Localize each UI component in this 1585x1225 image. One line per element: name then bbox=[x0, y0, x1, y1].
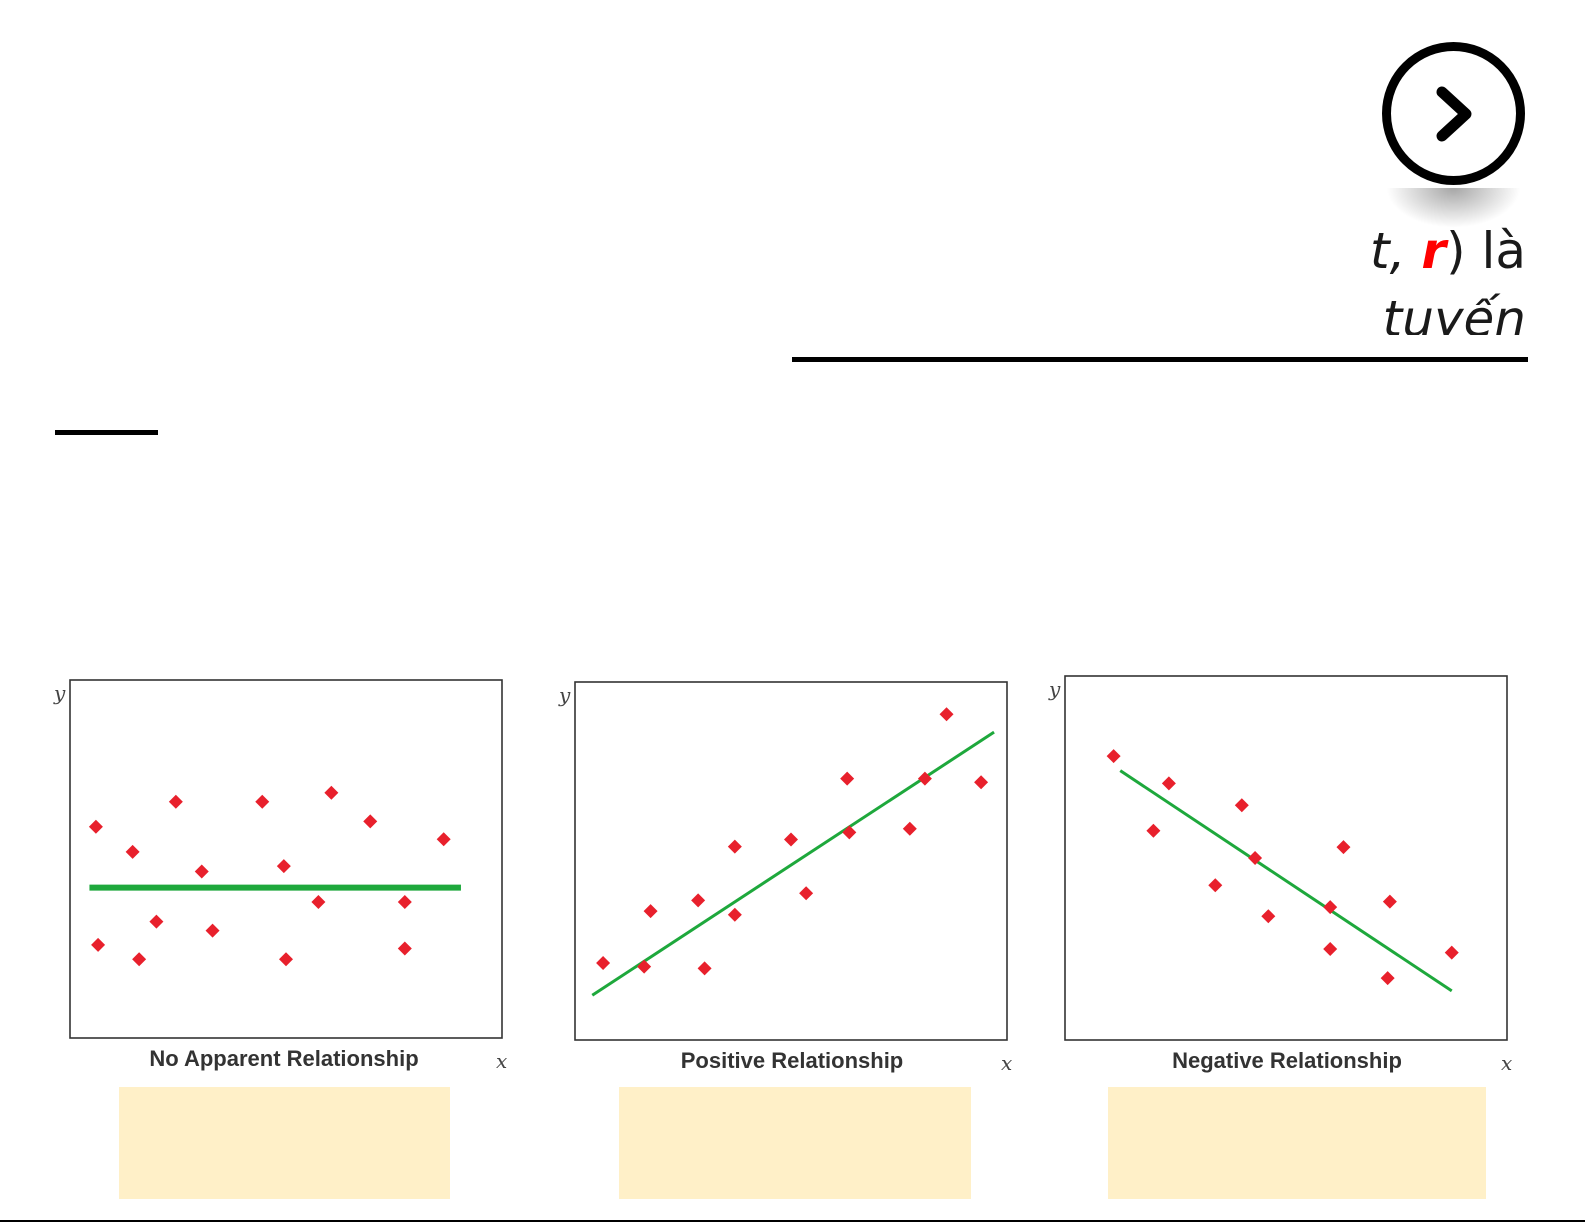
data-point bbox=[436, 832, 451, 847]
data-point bbox=[784, 832, 798, 847]
data-point bbox=[397, 894, 412, 909]
scatter-chart-no-relationship: y x No Apparent Relationship bbox=[40, 670, 520, 1090]
body-text-line-1: ıt, r) là bbox=[1370, 222, 1526, 280]
data-point bbox=[1323, 900, 1338, 915]
data-point bbox=[842, 825, 857, 840]
plot-frame bbox=[69, 679, 503, 1039]
data-point bbox=[397, 941, 412, 956]
data-point bbox=[902, 821, 917, 836]
data-point bbox=[1248, 851, 1263, 865]
plot-frame bbox=[574, 681, 1008, 1041]
scatter-chart-positive: y x Positive Relationship bbox=[550, 672, 1030, 1092]
data-point bbox=[917, 771, 932, 786]
data-point bbox=[1208, 878, 1223, 893]
data-point bbox=[1382, 894, 1397, 909]
chart-svg: y x Negative Relationship bbox=[1048, 675, 1512, 1075]
data-point bbox=[276, 859, 291, 874]
chart-title: Positive Relationship bbox=[681, 1048, 904, 1073]
data-point bbox=[279, 952, 293, 967]
data-point bbox=[149, 914, 164, 929]
data-point bbox=[637, 959, 652, 974]
data-point bbox=[1261, 909, 1276, 924]
data-point bbox=[840, 771, 855, 786]
data-point bbox=[1234, 798, 1249, 813]
button-reflection bbox=[1386, 188, 1521, 228]
data-point bbox=[205, 923, 220, 938]
data-point bbox=[311, 894, 326, 909]
data-point bbox=[363, 814, 378, 829]
data-point bbox=[1336, 840, 1351, 855]
caption-box-3[interactable] bbox=[1108, 1087, 1486, 1199]
data-point bbox=[132, 952, 147, 967]
x-axis-label: x bbox=[1001, 1051, 1012, 1075]
text-fragment: ) là bbox=[1446, 222, 1526, 280]
title-underline bbox=[792, 357, 1528, 362]
y-axis-label: y bbox=[1048, 677, 1061, 701]
x-axis-label: x bbox=[1501, 1051, 1512, 1075]
body-text-line-2: tuyến bbox=[1382, 290, 1526, 335]
x-axis-label: x bbox=[496, 1049, 507, 1073]
data-point bbox=[168, 794, 183, 809]
y-axis-label: y bbox=[53, 681, 66, 705]
scatter-chart-negative: y x Negative Relationship bbox=[1040, 668, 1530, 1092]
trend-line bbox=[1119, 769, 1453, 993]
data-point bbox=[643, 904, 658, 919]
y-axis-label: y bbox=[558, 683, 571, 707]
data-point bbox=[1106, 749, 1121, 764]
chart-svg: y x No Apparent Relationship bbox=[53, 679, 507, 1073]
bottom-rule bbox=[0, 1220, 1585, 1222]
data-point bbox=[88, 819, 103, 834]
chevron-right-icon bbox=[1436, 86, 1471, 141]
r-symbol: r bbox=[1421, 222, 1447, 280]
caption-box-1[interactable] bbox=[119, 1087, 450, 1199]
data-point bbox=[727, 907, 742, 922]
text-fragment: ıt, bbox=[1370, 222, 1406, 280]
next-slide-button[interactable] bbox=[1382, 42, 1525, 185]
data-point bbox=[1380, 971, 1395, 986]
data-point bbox=[727, 839, 742, 854]
data-point bbox=[125, 844, 140, 859]
plot-frame bbox=[1064, 675, 1508, 1041]
data-point bbox=[1323, 942, 1338, 956]
chart-title: No Apparent Relationship bbox=[149, 1046, 418, 1071]
data-point bbox=[799, 886, 814, 901]
heading-underline bbox=[55, 430, 158, 435]
data-point bbox=[691, 893, 706, 908]
data-point bbox=[596, 956, 611, 971]
data-point bbox=[974, 775, 989, 790]
data-point bbox=[194, 864, 209, 879]
caption-box-2[interactable] bbox=[619, 1087, 971, 1199]
data-point bbox=[1444, 945, 1459, 960]
trend-line bbox=[591, 730, 995, 997]
data-point bbox=[939, 707, 954, 722]
chart-title: Negative Relationship bbox=[1172, 1048, 1402, 1073]
data-point bbox=[91, 937, 106, 952]
clipped-body-text: ıt, r) là tuyến bbox=[1370, 220, 1526, 335]
data-point bbox=[255, 794, 270, 809]
data-point bbox=[697, 961, 712, 976]
chart-svg: y x Positive Relationship bbox=[558, 681, 1012, 1075]
data-point bbox=[1161, 776, 1176, 791]
data-point bbox=[324, 785, 339, 800]
data-point bbox=[1146, 823, 1161, 838]
